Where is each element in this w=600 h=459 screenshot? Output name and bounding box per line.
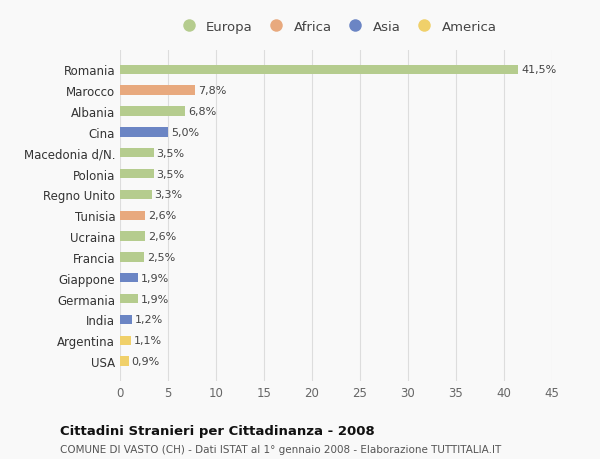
Text: 0,9%: 0,9%: [131, 356, 160, 366]
Text: 2,6%: 2,6%: [148, 231, 176, 241]
Legend: Europa, Africa, Asia, America: Europa, Africa, Asia, America: [176, 21, 496, 34]
Text: 1,2%: 1,2%: [134, 315, 163, 325]
Text: 1,1%: 1,1%: [133, 336, 161, 346]
Text: 3,5%: 3,5%: [157, 148, 185, 158]
Bar: [120, 190, 152, 200]
Bar: [120, 252, 144, 262]
Text: 1,9%: 1,9%: [141, 273, 169, 283]
Bar: [120, 128, 168, 137]
Text: 3,5%: 3,5%: [157, 169, 185, 179]
Bar: [120, 357, 128, 366]
Text: 41,5%: 41,5%: [521, 65, 557, 75]
Bar: [120, 294, 138, 303]
Text: COMUNE DI VASTO (CH) - Dati ISTAT al 1° gennaio 2008 - Elaborazione TUTTITALIA.I: COMUNE DI VASTO (CH) - Dati ISTAT al 1° …: [60, 444, 501, 454]
Bar: [120, 274, 138, 283]
Bar: [120, 86, 195, 95]
Bar: [120, 66, 518, 75]
Text: 1,9%: 1,9%: [141, 294, 169, 304]
Bar: [120, 107, 185, 117]
Text: 6,8%: 6,8%: [188, 107, 217, 117]
Text: 5,0%: 5,0%: [171, 128, 199, 138]
Bar: [120, 169, 154, 179]
Text: Cittadini Stranieri per Cittadinanza - 2008: Cittadini Stranieri per Cittadinanza - 2…: [60, 425, 375, 437]
Text: 2,6%: 2,6%: [148, 211, 176, 221]
Text: 2,5%: 2,5%: [147, 252, 175, 262]
Bar: [120, 336, 131, 345]
Bar: [120, 149, 154, 158]
Bar: [120, 211, 145, 220]
Text: 3,3%: 3,3%: [155, 190, 182, 200]
Bar: [120, 232, 145, 241]
Bar: [120, 315, 131, 325]
Text: 7,8%: 7,8%: [198, 86, 226, 96]
